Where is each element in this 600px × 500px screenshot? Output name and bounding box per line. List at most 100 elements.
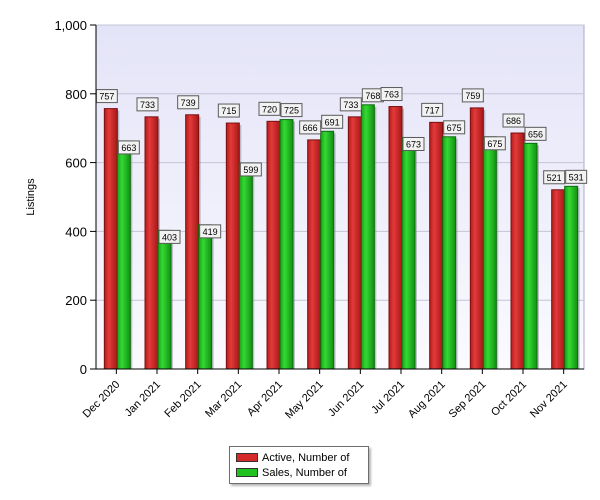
data-label-sales-box: [402, 136, 425, 151]
bar-sales: [360, 104, 375, 370]
data-label-active: 686: [506, 116, 521, 126]
bar-sales: [442, 136, 457, 370]
x-tick-label: Sep 2021: [447, 379, 489, 421]
legend-swatch-sales: [236, 468, 258, 477]
data-label-active-group: 521: [543, 170, 566, 185]
data-label-active-group: 759: [461, 88, 484, 103]
data-label-active-box: [380, 87, 403, 102]
bar-sales: [116, 140, 131, 370]
data-label-sales-group: 656: [524, 126, 547, 141]
data-label-active-group: 739: [177, 95, 200, 110]
data-label-active: 733: [343, 100, 358, 110]
bar-active: [185, 114, 200, 370]
bar-active: [388, 106, 403, 370]
bar-sales: [523, 142, 538, 370]
bar-sales: [564, 185, 579, 370]
data-label-active: 759: [465, 91, 480, 101]
bar-active: [266, 120, 281, 370]
data-label-sales: 675: [487, 139, 502, 149]
x-tick-label: Jan 2021: [123, 379, 163, 419]
data-label-sales-group: 531: [565, 169, 588, 184]
y-tick-label: 200: [65, 293, 87, 308]
bar-active: [144, 116, 159, 370]
data-label-sales-box: [158, 229, 181, 244]
data-label-active-box: [502, 113, 525, 128]
data-label-active-box: [543, 170, 566, 185]
data-label-active-group: 715: [217, 103, 240, 118]
bar-sales: [482, 136, 497, 370]
bar-active: [103, 108, 118, 370]
legend-swatch-active: [236, 453, 258, 462]
data-label-active-group: 763: [380, 87, 403, 102]
data-label-active: 763: [384, 90, 399, 100]
data-label-sales: 403: [162, 232, 177, 242]
y-tick-label: 1,000: [54, 18, 87, 33]
data-label-active: 733: [140, 100, 155, 110]
x-tick-label: Dec 2020: [81, 379, 123, 421]
y-tick-label: 800: [65, 87, 87, 102]
data-label-sales-group: 403: [158, 229, 181, 244]
data-label-sales-box: [117, 140, 140, 155]
x-tick-label: Feb 2021: [162, 379, 203, 420]
legend-item-active: Active, Number of: [236, 450, 362, 465]
data-label-active-group: 686: [502, 113, 525, 128]
legend-label-active: Active, Number of: [262, 451, 350, 464]
data-label-sales-group: 691: [321, 114, 344, 129]
data-label-active-group: 666: [299, 120, 322, 135]
data-label-sales: 663: [121, 143, 136, 153]
y-axis-title: Listings: [25, 178, 37, 216]
x-tick-label: Oct 2021: [489, 379, 529, 419]
data-label-sales: 725: [284, 106, 299, 116]
data-label-active: 739: [181, 98, 196, 108]
bar-active: [429, 121, 444, 370]
bar-sales: [401, 136, 416, 370]
bar-sales: [279, 119, 294, 370]
data-label-sales: 673: [406, 139, 421, 149]
data-label-active-group: 757: [95, 89, 118, 104]
data-label-sales: 675: [447, 123, 462, 133]
data-label-active-group: 733: [339, 97, 362, 112]
data-label-active-group: 720: [258, 101, 281, 116]
data-label-active-box: [421, 102, 444, 117]
data-label-sales-box: [524, 126, 547, 141]
x-tick-label: May 2021: [283, 379, 326, 422]
data-label-sales-box: [280, 103, 303, 118]
data-label-active-box: [461, 88, 484, 103]
data-label-sales-group: 675: [483, 136, 506, 151]
x-tick-label: Apr 2021: [245, 379, 285, 419]
data-label-sales-box: [199, 224, 222, 239]
data-label-active: 521: [547, 173, 562, 183]
x-tick-label: Mar 2021: [203, 379, 244, 420]
legend: Active, Number of Sales, Number of: [229, 446, 369, 484]
bar-sales: [157, 229, 172, 370]
data-label-sales-box: [443, 120, 466, 135]
data-label-sales-group: 675: [443, 120, 466, 135]
bar-sales: [198, 224, 213, 370]
data-label-active-group: 733: [136, 97, 159, 112]
data-label-sales-box: [321, 114, 344, 129]
data-label-sales: 691: [325, 117, 340, 127]
legend-item-sales: Sales, Number of: [236, 465, 362, 480]
data-label-sales: 419: [203, 227, 218, 237]
plot-area: [95, 24, 585, 370]
bar-sales: [238, 162, 253, 370]
data-label-active: 720: [262, 104, 277, 114]
bar-sales: [320, 130, 335, 370]
x-tick-label: Jul 2021: [369, 379, 407, 417]
data-label-active: 666: [303, 123, 318, 133]
y-tick-label: 600: [65, 156, 87, 171]
data-label-active: 757: [99, 92, 114, 102]
data-label-sales-group: 725: [280, 103, 303, 118]
data-label-active-box: [177, 95, 200, 110]
x-tick-label: Aug 2021: [406, 379, 448, 421]
data-label-active-box: [339, 97, 362, 112]
bar-active: [347, 116, 362, 370]
data-label-active-box: [217, 103, 240, 118]
data-label-sales: 768: [365, 91, 380, 101]
data-label-active-box: [258, 101, 281, 116]
data-label-sales-box: [239, 162, 262, 177]
data-label-sales-group: 599: [239, 162, 262, 177]
bar-active: [551, 189, 566, 370]
data-label-sales-group: 419: [199, 224, 222, 239]
